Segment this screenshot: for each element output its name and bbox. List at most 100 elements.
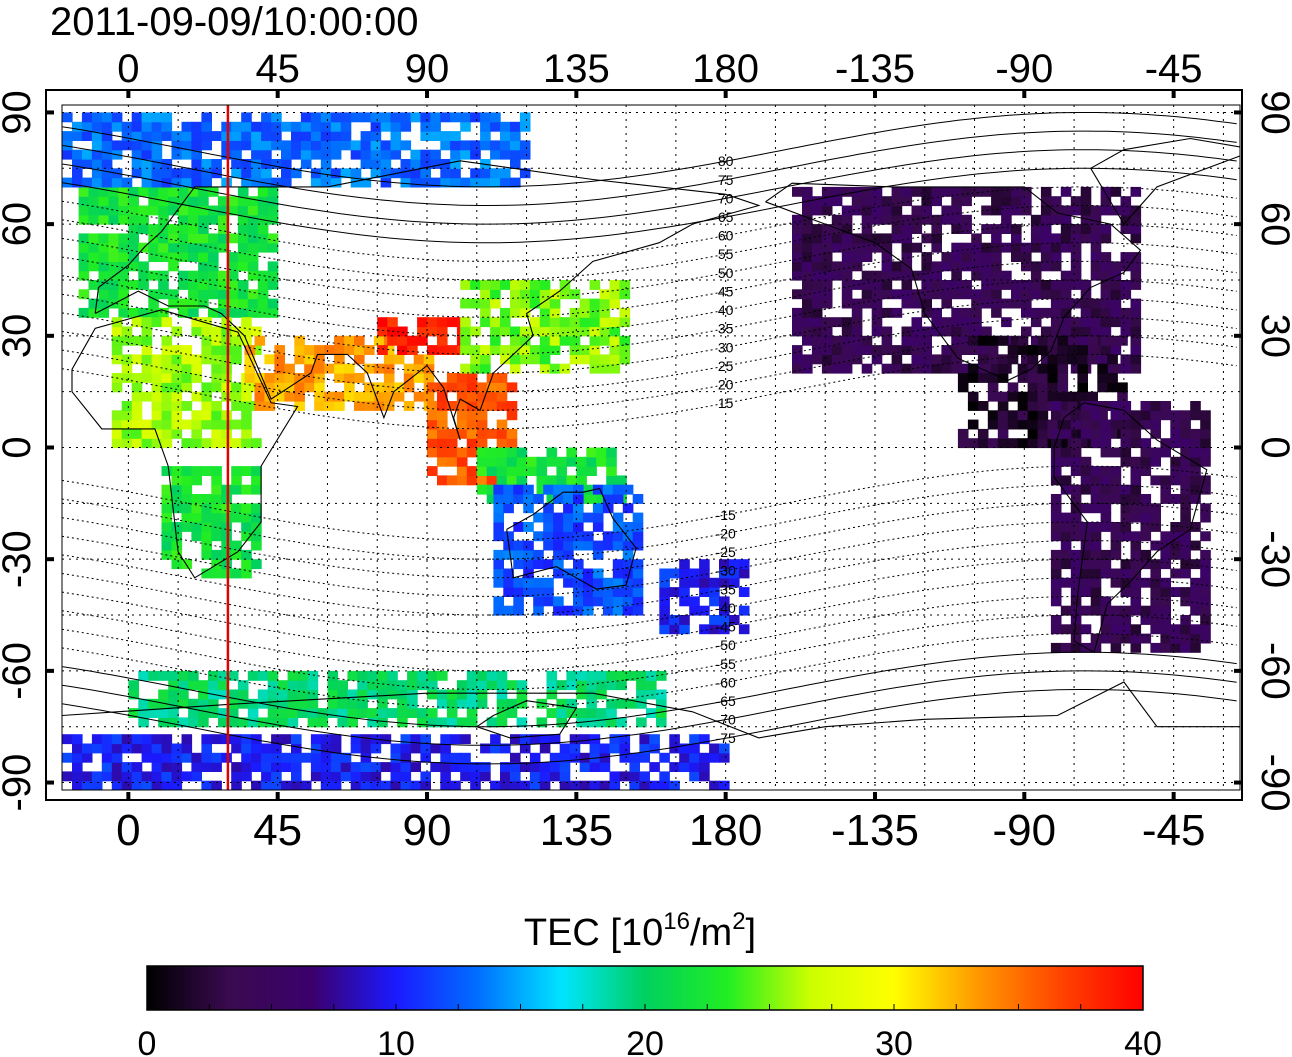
tec-cell [427, 447, 438, 458]
tec-cell [1060, 326, 1072, 337]
tec-cell [592, 587, 604, 597]
tec-cell [646, 680, 657, 691]
tec-cell [626, 698, 637, 709]
tec-cell [231, 345, 242, 355]
tec-cell [981, 326, 992, 337]
tec-cell [101, 168, 113, 179]
tec-cell [98, 270, 110, 281]
tec-cell [1107, 382, 1118, 393]
tec-cell [1040, 289, 1052, 300]
tec-cell [390, 149, 402, 160]
tec-cell [460, 335, 471, 346]
tec-cell [1150, 624, 1161, 635]
tec-cell [881, 270, 893, 281]
tec-cell [407, 698, 418, 709]
tec-cell [811, 345, 823, 355]
tec-cell [446, 345, 458, 355]
tec-cell [257, 280, 269, 290]
tec-cell [241, 112, 252, 123]
tec-cell [719, 780, 730, 790]
tec-cell [297, 708, 309, 718]
tec-cell [178, 205, 189, 216]
tec-cell [656, 670, 667, 681]
tec-cell [231, 149, 242, 160]
tec-cell [267, 233, 279, 244]
tec-cell [251, 522, 262, 532]
tec-cell [1030, 224, 1042, 234]
tec-cell [510, 280, 521, 290]
tec-cell [622, 484, 634, 495]
tec-cell [261, 159, 272, 169]
tec-cell [1080, 522, 1092, 532]
tec-cell [513, 549, 524, 560]
tec-cell [476, 466, 488, 476]
tec-cell [1080, 568, 1092, 579]
tec-cell [612, 605, 624, 616]
tec-cell [1070, 559, 1082, 570]
tec-cell [320, 762, 332, 772]
tec-cell [496, 717, 508, 728]
tec-cell [1100, 401, 1112, 411]
tec-cell [138, 270, 149, 281]
tec-cell [1130, 419, 1142, 430]
tec-cell [148, 205, 159, 216]
tec-cell [997, 401, 1009, 411]
tec-cell [334, 401, 345, 411]
tec-cell [211, 363, 222, 374]
tec-cell [1130, 605, 1142, 616]
tec-cell [599, 317, 611, 328]
tec-cell [81, 131, 93, 141]
tec-cell [470, 780, 481, 790]
tec-cell [549, 307, 561, 318]
tec-cell [1017, 391, 1029, 402]
tec-cell [420, 743, 431, 754]
tec-cell [387, 335, 398, 346]
tec-cell [821, 354, 833, 365]
tec-cell [831, 345, 843, 355]
tec-cell [161, 168, 173, 179]
tec-cell [158, 242, 169, 253]
tec-cell [1160, 438, 1171, 449]
tec-cell [111, 419, 123, 430]
tec-cell [586, 456, 597, 467]
tec-cell [533, 587, 544, 597]
tec-cell [679, 577, 690, 588]
tec-cell [1080, 224, 1092, 234]
tec-cell [271, 743, 282, 754]
tec-cell [208, 680, 219, 691]
tec-cell [1140, 503, 1152, 514]
tec-cell [427, 670, 438, 681]
tec-cell [241, 401, 252, 411]
tec-cell [821, 289, 833, 300]
tec-cell [148, 224, 159, 234]
tec-cell [506, 698, 518, 709]
tec-cell [221, 326, 232, 337]
tec-cell [1077, 382, 1088, 393]
tec-cell [284, 373, 295, 383]
tec-cell [1050, 494, 1062, 504]
antarctica-coastline [62, 681, 1240, 739]
tec-cell [168, 289, 179, 300]
tec-cell [257, 270, 269, 281]
tec-cell [1011, 196, 1022, 207]
tec-cell [237, 242, 249, 253]
tec-cell [417, 317, 428, 328]
tec-cell [101, 159, 113, 169]
tec-cell [377, 717, 388, 728]
tec-cell [891, 261, 903, 272]
tec-cell [1140, 438, 1152, 449]
tec-cell [523, 494, 534, 504]
left-latitude-axis: 9060300-30-60-90 [0, 90, 54, 811]
bottom-lon-tick-label: -135 [831, 806, 919, 855]
tec-cell [500, 168, 511, 179]
tec-cell [470, 298, 481, 309]
tec-cell [931, 196, 942, 207]
tec-cell [1060, 242, 1072, 253]
tec-cell [516, 689, 528, 700]
tec-cell [971, 261, 982, 272]
tec-cell [400, 168, 412, 179]
tec-cell [111, 743, 123, 754]
tec-cell [181, 522, 193, 532]
tec-cell [1027, 428, 1039, 439]
tec-cell [1100, 428, 1112, 439]
